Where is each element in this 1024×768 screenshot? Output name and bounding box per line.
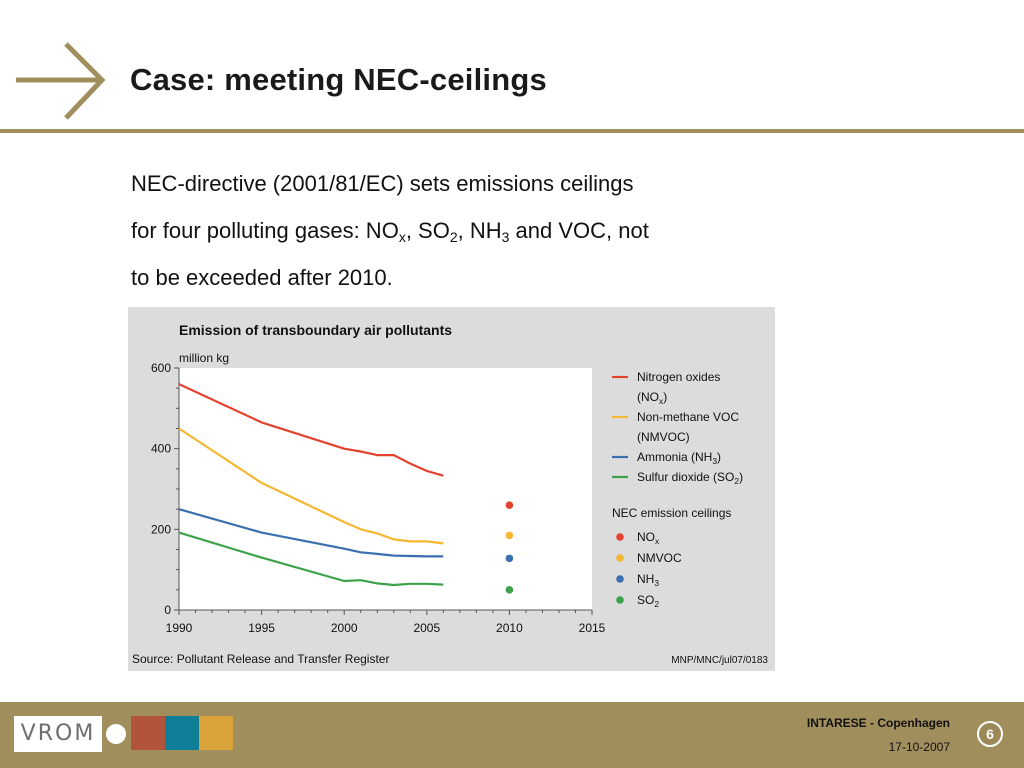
chart-code: MNP/MNC/jul07/0183 [671, 655, 768, 666]
body-sub-3: 3 [501, 229, 510, 245]
x-tick-label: 1995 [248, 621, 275, 635]
legend-label-so2: Sulfur dioxide (SO2) [637, 470, 743, 486]
vrom-logo-text: VROM [20, 721, 96, 746]
x-tick-label: 2000 [331, 621, 358, 635]
body-paragraph: NEC-directive (2001/81/EC) sets emission… [131, 160, 771, 301]
footer-event: INTARESE - Copenhagen [806, 716, 950, 730]
legend-ceiling-dot-nh3 [616, 575, 624, 583]
body-frag-nh: , NH [457, 218, 502, 243]
y-tick-label: 200 [151, 522, 171, 536]
legend-ceiling-dot-nmvoc [616, 554, 624, 562]
body-line-1: NEC-directive (2001/81/EC) sets emission… [131, 171, 634, 196]
series-line-nmvoc [178, 427, 444, 545]
legend-label-nmvoc: (NMVOC) [637, 430, 690, 444]
legend-label-nox: Nitrogen oxides [637, 370, 720, 384]
logo-square-yellow [199, 716, 233, 750]
x-tick-label: 2005 [413, 621, 440, 635]
y-axis-label: million kg [179, 351, 229, 365]
ceiling-point-nox [505, 501, 514, 509]
page-title: Case: meeting NEC-ceilings [130, 62, 547, 97]
legend-ceiling-dot-nox [616, 533, 624, 541]
logo-square-blue [165, 716, 199, 750]
plot-area [179, 368, 592, 610]
body-frag-so: , SO [405, 218, 450, 243]
body-line-3: to be exceeded after 2010. [131, 265, 393, 290]
x-tick-label: 2010 [496, 621, 523, 635]
x-tick-label: 1990 [166, 621, 193, 635]
legend-label-nh3: Ammonia (NH3) [637, 450, 721, 466]
arrow-icon [16, 42, 106, 120]
ceiling-point-nmvoc [505, 531, 514, 540]
series-line-nh3 [178, 508, 444, 558]
vrom-logo: VROM [14, 716, 102, 752]
series-line-nox [178, 383, 444, 477]
series-line-so2 [178, 531, 444, 587]
legend-ceiling-label-nmvoc: NMVOC [637, 551, 682, 565]
ceilings-legend-title: NEC emission ceilings [612, 506, 731, 520]
logo-square-red [131, 716, 165, 750]
logo-dot [106, 724, 126, 744]
chart-svg: Emission of transboundary air pollutants… [132, 322, 768, 666]
chart-source: Source: Pollutant Release and Transfer R… [132, 652, 389, 666]
body-sub-x: x [398, 229, 406, 245]
footer-date: 17-10-2007 [888, 740, 950, 754]
x-tick-label: 2015 [579, 621, 606, 635]
legend-label-nmvoc: Non-methane VOC [637, 410, 739, 424]
body-frag-voc: and VOC, not [509, 218, 649, 243]
legend-ceiling-label-so2: SO2 [637, 593, 659, 609]
legend-ceiling-label-nox: NOx [637, 530, 660, 546]
legend-ceiling-label-nh3: NH3 [637, 572, 659, 588]
y-tick-label: 400 [151, 442, 171, 456]
body-line-2: for four polluting gases: NO [131, 218, 399, 243]
page-number-badge: 6 [977, 721, 1003, 747]
y-tick-label: 0 [164, 603, 171, 617]
legend-label-nox: (NOx) [637, 390, 667, 406]
ceiling-point-so2 [505, 586, 514, 594]
y-tick-label: 600 [151, 361, 171, 375]
chart-title: Emission of transboundary air pollutants [179, 322, 452, 338]
body-sub-2: 2 [449, 229, 458, 245]
emissions-chart: Emission of transboundary air pollutants… [128, 307, 775, 671]
legend-ceiling-dot-so2 [616, 596, 624, 604]
title-divider [0, 129, 1024, 133]
ceiling-point-nh3 [505, 554, 514, 563]
